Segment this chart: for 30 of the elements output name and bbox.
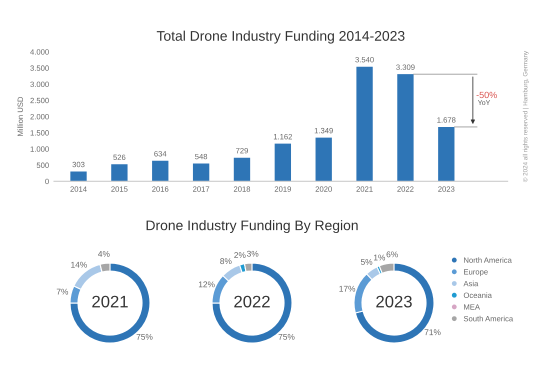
bar bbox=[152, 160, 168, 182]
data-label: 4% bbox=[98, 250, 110, 257]
data-label: 5% bbox=[360, 259, 372, 265]
data-label: 8% bbox=[220, 258, 232, 264]
bar bbox=[397, 74, 414, 182]
bar bbox=[70, 171, 87, 182]
data-label: 12% bbox=[198, 281, 215, 288]
data-label: 7% bbox=[56, 288, 68, 295]
chart-title: Drone Industry Funding By Region bbox=[146, 220, 358, 234]
chart-title: Total Drone Industry Funding 2014-2023 bbox=[156, 30, 405, 44]
slice-label: 2021 bbox=[92, 296, 128, 308]
data-label: 71% bbox=[424, 329, 441, 336]
slice-label: 2022 bbox=[234, 296, 270, 308]
data-label: 14% bbox=[71, 262, 87, 268]
data-label: 17% bbox=[339, 286, 356, 292]
bar bbox=[234, 158, 250, 182]
slice-label: 2023 bbox=[376, 296, 412, 308]
bar bbox=[192, 164, 210, 182]
bar bbox=[111, 164, 128, 182]
bar bbox=[274, 144, 292, 182]
data-label: 1% bbox=[374, 254, 386, 260]
bar bbox=[356, 66, 373, 182]
text: -50% bbox=[476, 92, 497, 98]
data-label: 75% bbox=[136, 334, 153, 340]
data-label: 3% bbox=[246, 250, 258, 257]
data-label: 75% bbox=[278, 334, 295, 340]
data-label: 6% bbox=[386, 251, 398, 258]
bar bbox=[438, 126, 454, 182]
data-label: 2% bbox=[234, 252, 246, 258]
bar bbox=[316, 138, 332, 182]
